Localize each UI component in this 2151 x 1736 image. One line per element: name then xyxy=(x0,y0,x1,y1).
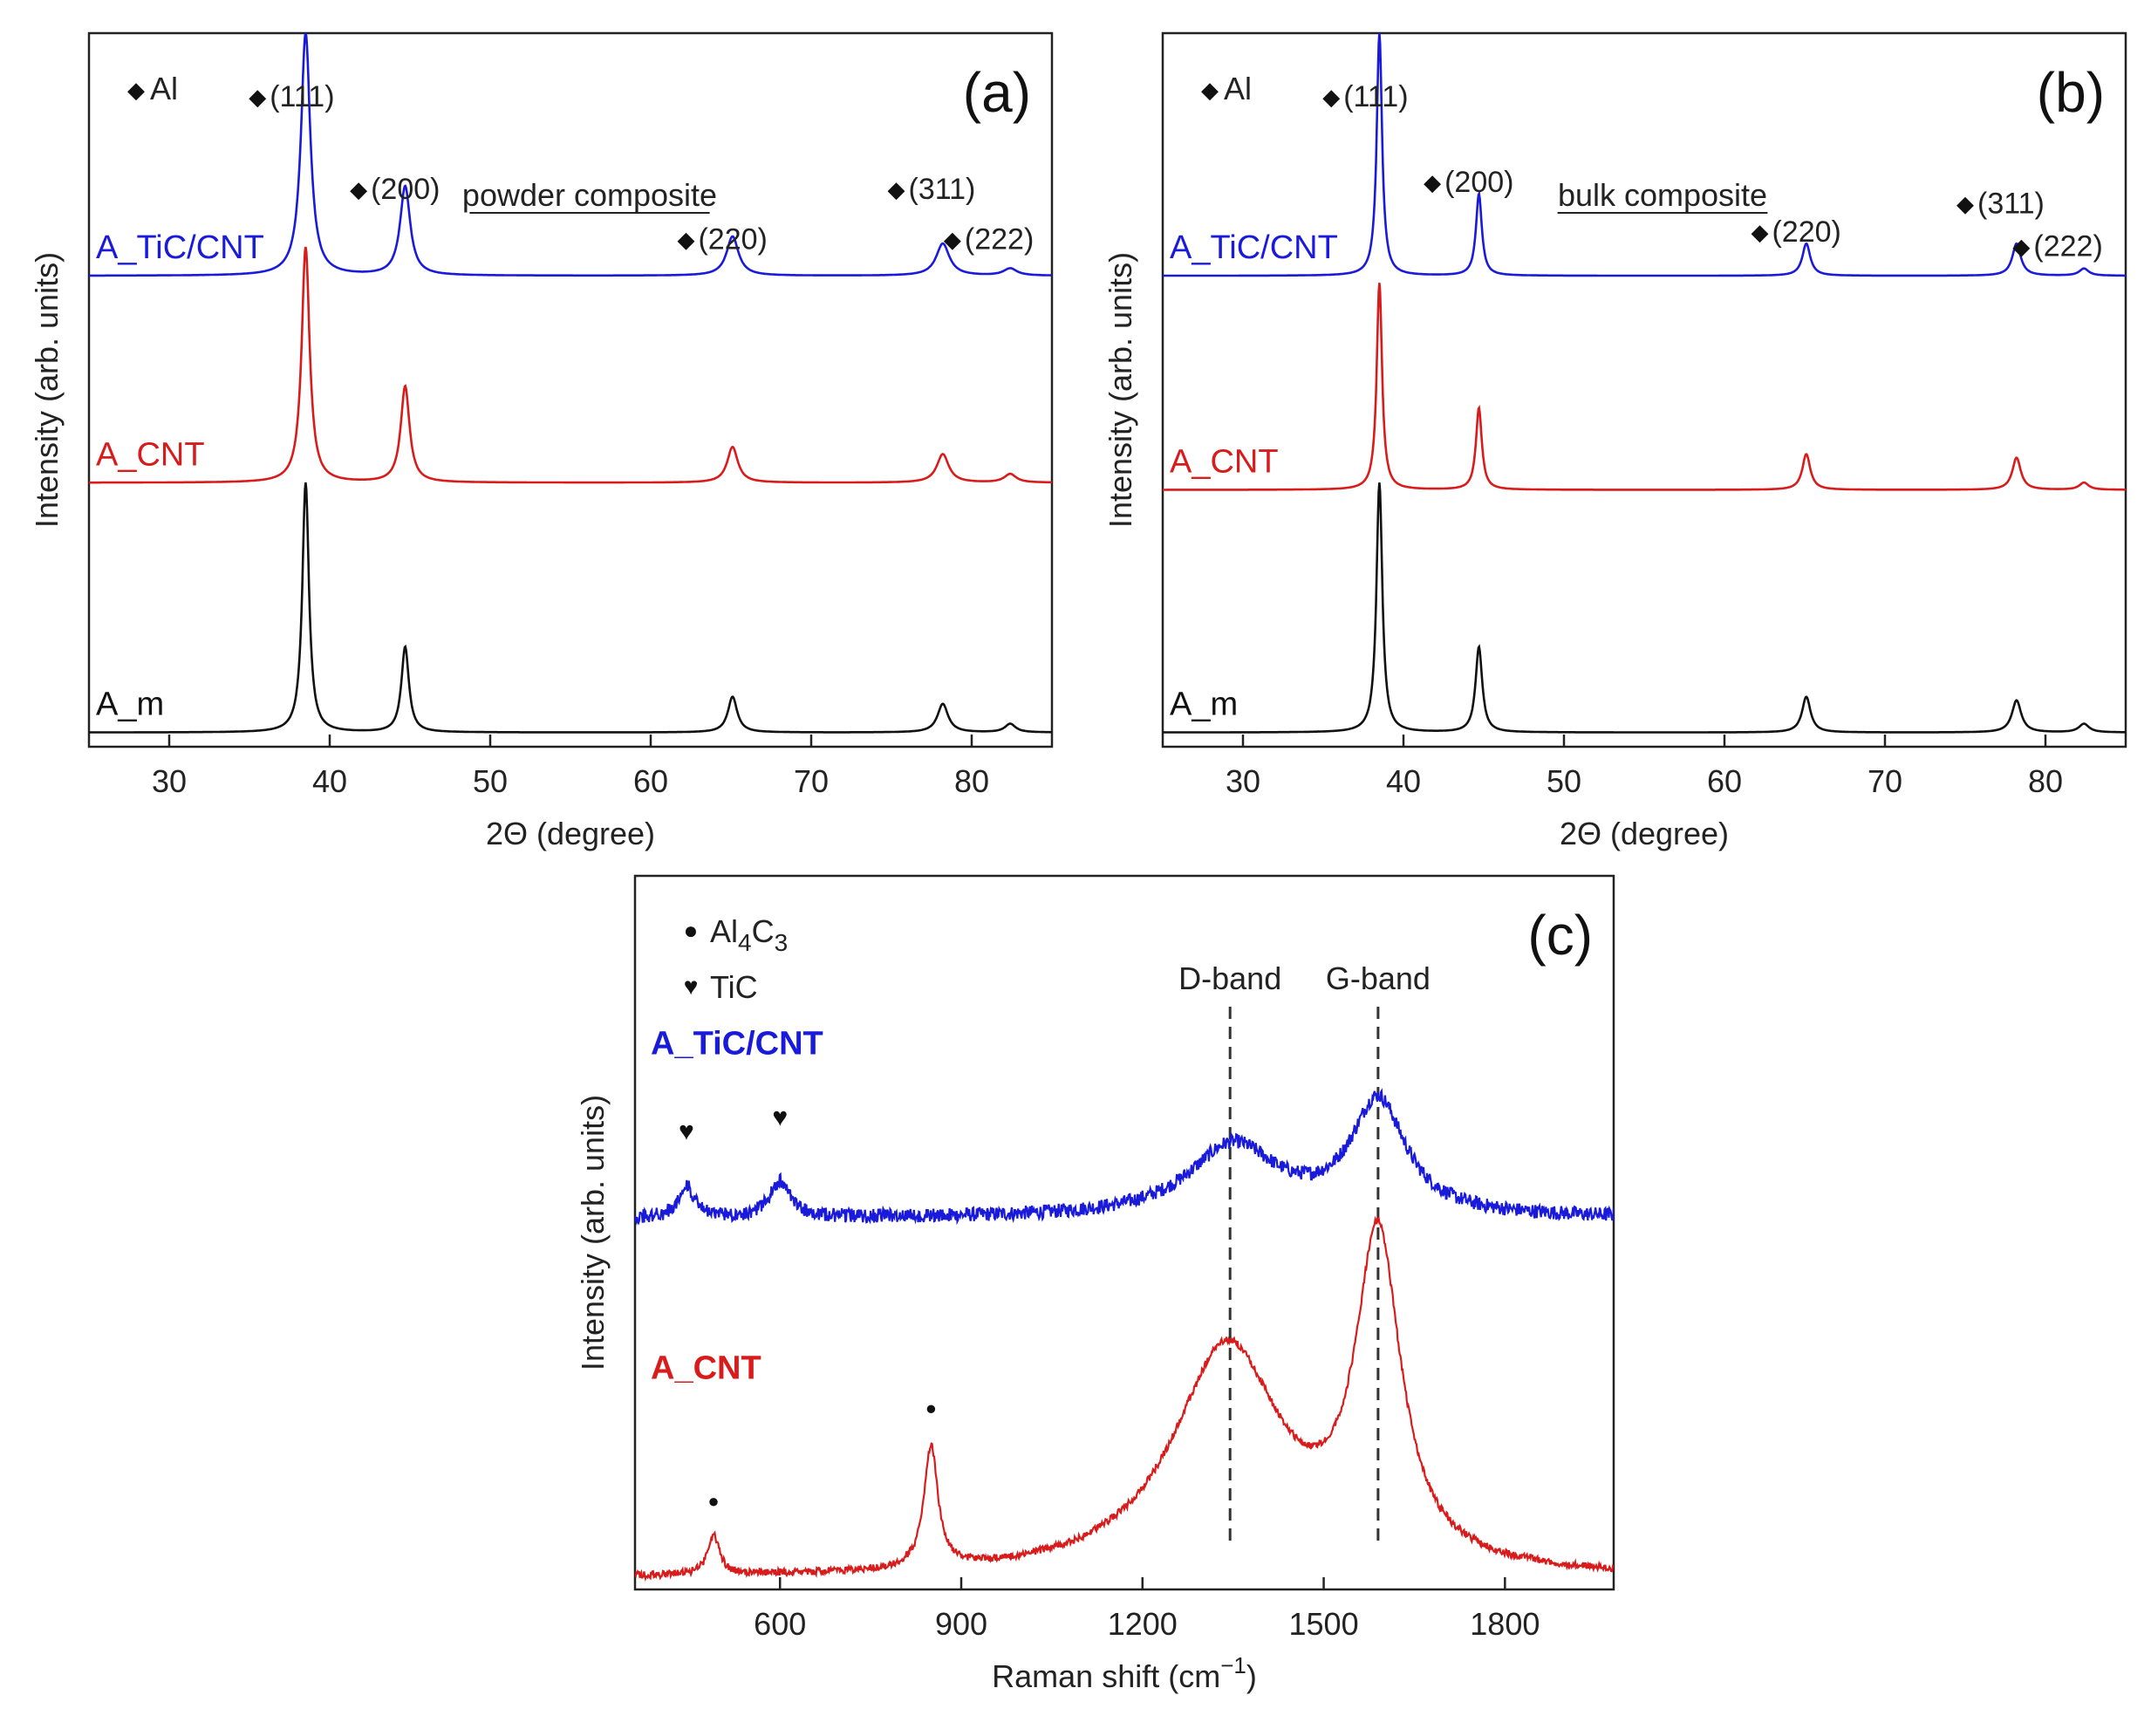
legend-label: TiC xyxy=(710,969,758,1005)
chart-title: powder composite xyxy=(462,177,717,213)
series-label: A_TiC/CNT xyxy=(651,1026,823,1063)
x-tick-label: 50 xyxy=(1547,763,1581,799)
series-line xyxy=(1163,482,2126,734)
band-label: D-band xyxy=(1178,960,1281,996)
chart-title: bulk composite xyxy=(1558,177,1767,213)
panel-label: (a) xyxy=(963,61,1031,124)
legend-label: Al xyxy=(1224,71,1252,106)
diamond-marker: ◆ xyxy=(677,226,694,252)
diamond-marker: ◆ xyxy=(350,176,367,202)
y-axis-label: Intensity (arb. units) xyxy=(1103,252,1138,528)
series-line xyxy=(89,246,1052,484)
legend-sub: 4 xyxy=(738,929,752,956)
peak-annotation: (111) xyxy=(1343,80,1408,113)
y-axis-label: Intensity (arb. units) xyxy=(575,1095,611,1370)
band-label: G-band xyxy=(1326,960,1431,996)
x-axis-label: 2Θ (degree) xyxy=(486,816,655,851)
diamond-marker: ◆ xyxy=(1424,169,1441,195)
peak-annotation: (200) xyxy=(371,173,440,206)
x-axis-label-text: Raman shift (cm xyxy=(992,1658,1220,1694)
x-tick-label: 40 xyxy=(1386,763,1421,799)
x-tick-label: 80 xyxy=(2028,763,2063,799)
x-axis-label-end: ) xyxy=(1246,1658,1257,1694)
peak-annotation: (311) xyxy=(909,173,976,206)
x-tick-label: 80 xyxy=(954,763,989,799)
plot-frame xyxy=(633,874,1615,1591)
x-axis-label: Raman shift (cm−1) xyxy=(992,1652,1257,1694)
legend-label-text: Al xyxy=(710,913,738,949)
series-line xyxy=(89,482,1052,734)
series-label: A_m xyxy=(96,687,164,723)
diamond-marker: ◆ xyxy=(249,84,266,110)
series-line xyxy=(635,1088,1614,1226)
series-line xyxy=(1163,283,2126,491)
x-tick-label: 40 xyxy=(312,763,347,799)
panel-2: 30 40 50 60 70 80 2Θ (degree) Intensity (arb. u… xyxy=(1103,31,2127,851)
x-tick-label: 50 xyxy=(473,763,508,799)
x-tick-label: 30 xyxy=(1226,763,1260,799)
series-label: A_CNT xyxy=(1170,444,1279,481)
series-label: A_CNT xyxy=(96,436,205,473)
y-axis-label: Intensity (arb. units) xyxy=(29,252,65,528)
panel-label: (c) xyxy=(1527,904,1593,967)
legend-marker: ● xyxy=(684,917,699,944)
peak-marker: ● xyxy=(925,1398,937,1419)
panel-1: 30 40 50 60 70 80 2Θ (degree) Intensity (arb. u… xyxy=(29,31,1054,851)
diamond-marker: ◆ xyxy=(1751,219,1768,245)
x-tick-label: 60 xyxy=(633,763,668,799)
series-line xyxy=(1163,33,2126,277)
legend-marker: ♥ xyxy=(684,973,699,1000)
diamond-marker: ◆ xyxy=(1956,191,1974,217)
series-line xyxy=(89,33,1052,277)
x-tick-label: 70 xyxy=(1868,763,1902,799)
series-label: A_m xyxy=(1170,687,1238,723)
panel-label: (b) xyxy=(2037,61,2105,124)
plot-frame xyxy=(1161,31,2127,748)
peak-marker: ♥ xyxy=(772,1103,788,1131)
legend-label-text: C xyxy=(752,913,775,949)
x-tick-label: 60 xyxy=(1707,763,1742,799)
x-tick-label: 70 xyxy=(794,763,829,799)
panel-3: 600 900 1200 1500 1800 Raman shift (cm−1) Inte… xyxy=(575,874,1615,1694)
diamond-marker: ◆ xyxy=(944,226,961,252)
legend-label: Al xyxy=(150,71,178,106)
series-label: A_TiC/CNT xyxy=(96,229,264,266)
legend-sub: 3 xyxy=(775,929,789,956)
diamond-marker: ◆ xyxy=(888,176,905,202)
x-tick-label: 600 xyxy=(754,1606,806,1642)
peak-annotation: (220) xyxy=(698,222,767,256)
peak-annotation: (222) xyxy=(2033,230,2102,263)
x-tick-label: 1500 xyxy=(1289,1606,1359,1642)
peak-annotation: (111) xyxy=(270,80,334,113)
x-tick-label: 30 xyxy=(152,763,187,799)
legend-marker: ◆ xyxy=(127,77,145,103)
x-tick-label: 1800 xyxy=(1470,1606,1540,1642)
x-tick-label: 900 xyxy=(935,1606,987,1642)
peak-annotation: (222) xyxy=(965,222,1034,256)
peak-annotation: (220) xyxy=(1772,215,1840,249)
series-line xyxy=(635,1215,1614,1582)
peak-marker: ● xyxy=(707,1490,719,1512)
series-label: A_TiC/CNT xyxy=(1170,229,1338,266)
diamond-marker: ◆ xyxy=(1322,84,1340,110)
peak-marker: ♥ xyxy=(679,1117,694,1146)
diamond-marker: ◆ xyxy=(2012,234,2030,260)
legend-marker: ◆ xyxy=(1201,77,1219,103)
series-label: A_CNT xyxy=(651,1350,761,1387)
legend-label-text: TiC xyxy=(710,969,758,1005)
peak-annotation: (311) xyxy=(1977,188,2045,221)
legend-label: Al4C3 xyxy=(710,913,788,956)
plot-frame xyxy=(87,31,1054,748)
x-axis-label: 2Θ (degree) xyxy=(1560,816,1729,851)
x-tick-label: 1200 xyxy=(1108,1606,1178,1642)
x-axis-label-sup: −1 xyxy=(1220,1652,1246,1678)
peak-annotation: (200) xyxy=(1444,166,1513,199)
